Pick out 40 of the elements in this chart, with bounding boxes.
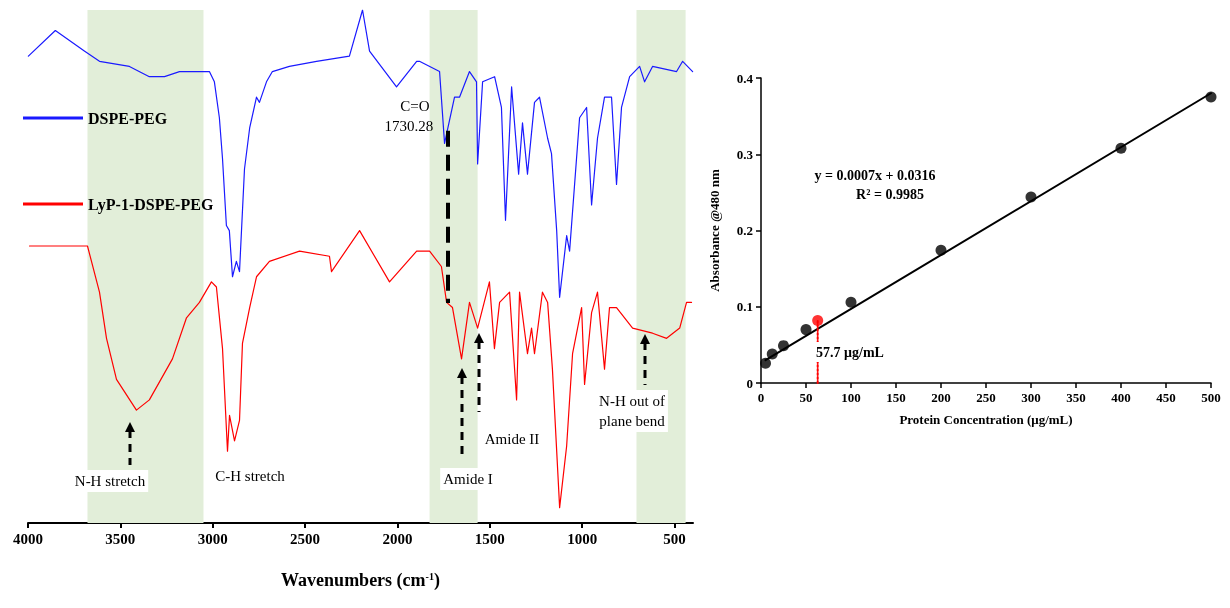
x-tick-label: 150	[886, 390, 906, 405]
x-tick-label: 200	[931, 390, 951, 405]
x-tick-label: 100	[841, 390, 861, 405]
x-tick-label: 0	[757, 390, 765, 405]
x-tick-label: 450	[1156, 390, 1176, 405]
y-axis-title: Absorbance @480 nm	[707, 169, 722, 292]
x-tick-label: 3500	[105, 530, 136, 547]
x-axis-title: Protein Concentration (μg/mL)	[899, 412, 1073, 427]
y-tick-label: 0.4	[736, 70, 754, 86]
point	[760, 357, 771, 369]
annotation: N-H stretch	[74, 473, 146, 489]
x-tick-label: 2000	[382, 530, 413, 547]
x-tick-label: 2500	[290, 530, 321, 547]
x-tick-label: 1000	[567, 530, 598, 547]
annotation: Amide I	[443, 471, 493, 487]
x-tick-label: 4000	[13, 530, 43, 547]
x-tick-label: 50	[799, 390, 813, 405]
annotation: N-H out of plane bend	[599, 393, 666, 429]
legend-label: LyP-1-DSPE-PEG	[88, 195, 214, 214]
annotation: 57.7 μg/mL	[816, 344, 884, 360]
x-tick-label: 250	[976, 390, 996, 405]
x-tick-label: 400	[1111, 390, 1131, 405]
x-tick-label: 300	[1021, 390, 1041, 405]
y-tick-label: 0.2	[736, 223, 753, 238]
y-tick-label: 0.3	[736, 146, 754, 162]
legend-label: DSPE-PEG	[88, 109, 168, 127]
annotation: Amide II	[484, 431, 540, 447]
annotation: C-H stretch	[215, 468, 286, 484]
x-tick-label: 3000	[197, 530, 228, 547]
ref-line-label: C=O 1730.28	[384, 97, 434, 134]
y-tick-label: 0	[746, 375, 753, 391]
x-tick-label: 350	[1066, 390, 1086, 405]
x-tick-label: 1500	[474, 530, 505, 547]
annotation: R² = 0.9985	[856, 186, 924, 202]
point	[845, 296, 857, 308]
y-tick-label: 0.1	[736, 299, 753, 315]
x-tick-label: 500	[663, 530, 686, 547]
annotation: y = 0.0007x + 0.0316	[814, 167, 936, 183]
point	[800, 324, 812, 336]
x-tick-label: 500	[1201, 390, 1221, 405]
